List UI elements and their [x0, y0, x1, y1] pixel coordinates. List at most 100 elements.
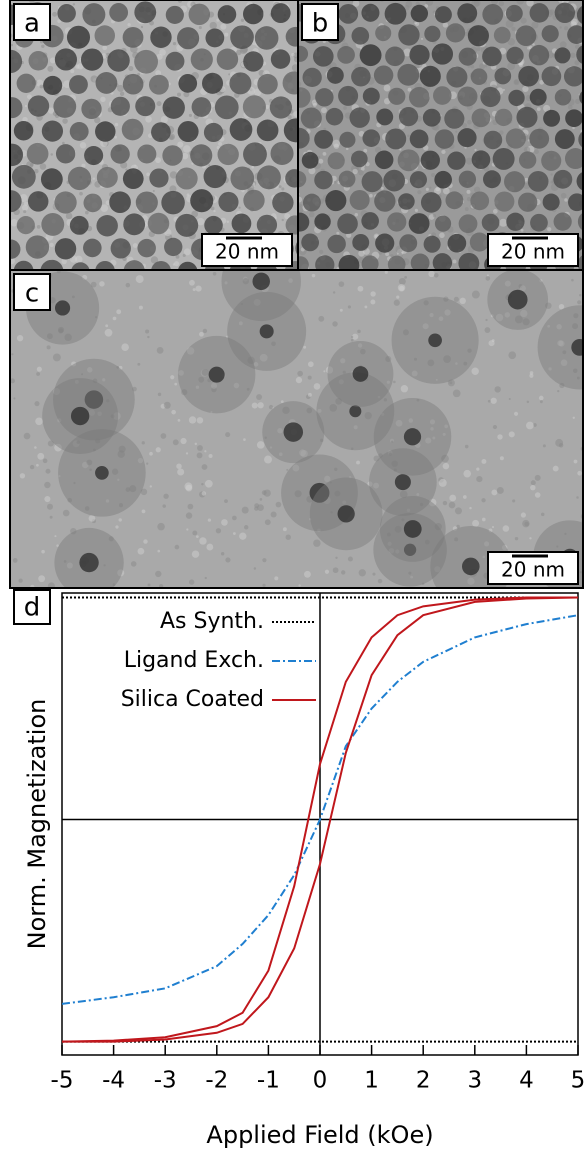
noise	[533, 423, 537, 427]
noise	[386, 380, 390, 384]
particle	[337, 505, 355, 523]
particle	[388, 87, 406, 105]
noise	[18, 578, 23, 583]
noise	[157, 549, 161, 553]
noise	[320, 438, 324, 443]
particle	[447, 233, 467, 253]
particle	[57, 4, 76, 23]
noise	[324, 475, 331, 483]
noise	[476, 467, 480, 471]
particle	[387, 255, 406, 270]
particle	[505, 4, 523, 22]
noise	[502, 88, 505, 91]
noise	[29, 162, 34, 167]
noise	[39, 163, 47, 170]
noise	[322, 152, 327, 156]
noise	[357, 343, 363, 348]
noise	[39, 40, 43, 44]
particle	[470, 68, 488, 86]
noise	[413, 357, 417, 361]
noise	[225, 432, 231, 438]
particle	[151, 122, 171, 142]
noise	[278, 185, 282, 189]
noise	[171, 409, 176, 415]
particle	[109, 191, 131, 214]
noise	[562, 350, 567, 355]
noise	[22, 116, 28, 123]
particle	[553, 169, 573, 189]
noise	[303, 570, 311, 578]
noise	[293, 111, 298, 118]
particle	[349, 107, 370, 128]
noise	[288, 278, 293, 283]
noise	[103, 564, 106, 567]
label-box	[13, 3, 51, 41]
noise	[137, 547, 145, 555]
x-tick-label: 3	[467, 1068, 482, 1094]
particle	[434, 170, 452, 189]
noise	[117, 478, 120, 481]
noise	[519, 285, 526, 292]
noise	[401, 518, 405, 522]
noise	[137, 362, 141, 366]
particle	[122, 26, 144, 48]
noise	[564, 198, 568, 202]
noise	[155, 157, 162, 164]
noise	[481, 458, 487, 464]
noise	[352, 168, 358, 175]
noise	[431, 172, 436, 178]
noise	[36, 463, 39, 467]
particle	[84, 390, 104, 409]
noise	[155, 70, 162, 76]
particle	[55, 144, 76, 164]
noise	[44, 495, 51, 503]
noise	[423, 300, 429, 306]
particle	[242, 3, 264, 25]
noise	[204, 479, 213, 488]
noise	[393, 299, 400, 306]
noise	[308, 167, 316, 175]
noise	[47, 503, 53, 510]
noise	[524, 521, 529, 527]
particle	[162, 96, 185, 119]
noise	[454, 537, 459, 542]
particle	[338, 170, 356, 188]
noise	[191, 162, 194, 165]
particle	[54, 300, 71, 316]
noise	[332, 321, 338, 327]
particle	[162, 145, 183, 166]
particle	[54, 238, 77, 260]
noise	[525, 421, 534, 430]
noise	[429, 419, 436, 425]
noise	[44, 481, 51, 489]
particle	[409, 171, 427, 189]
noise	[579, 293, 582, 297]
chart: -5 -4 -3 -2 -1 0 1 2 3 4 5 Applied Field (kOe) Norm.…	[13, 589, 584, 1149]
noise	[156, 346, 164, 354]
noise	[90, 281, 97, 288]
noise	[442, 462, 450, 470]
noise	[403, 48, 412, 57]
noise	[119, 91, 125, 96]
noise	[54, 443, 62, 452]
particle	[554, 129, 575, 149]
noise	[278, 452, 283, 457]
noise	[162, 504, 166, 508]
noise	[145, 115, 152, 123]
particle	[40, 259, 64, 270]
noise	[364, 305, 368, 309]
noise	[49, 57, 56, 64]
noise	[330, 511, 333, 514]
noise	[443, 296, 449, 302]
particle	[231, 213, 252, 234]
noise	[564, 26, 569, 31]
noise	[169, 185, 177, 193]
noise	[575, 44, 580, 50]
particle	[257, 73, 278, 95]
noise	[74, 379, 79, 384]
noise	[256, 394, 263, 401]
noise	[434, 566, 441, 573]
noise	[224, 32, 229, 37]
noise	[62, 118, 68, 124]
tem-image	[10, 0, 298, 270]
